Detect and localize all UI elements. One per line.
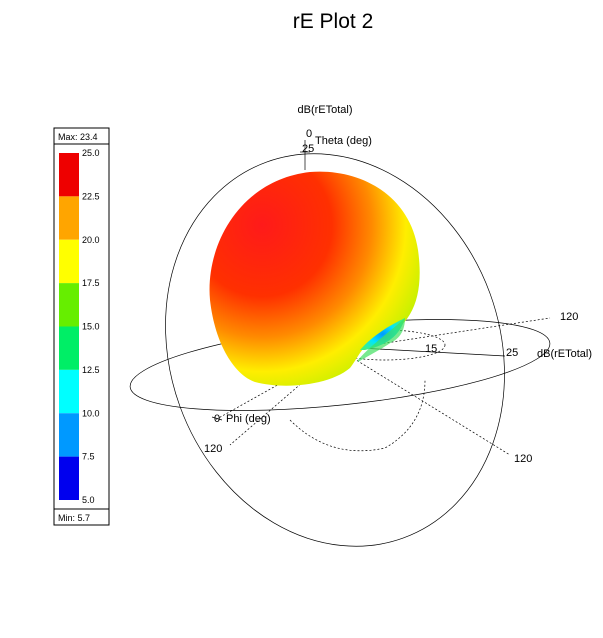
right-quantity-label: dB(rETotal) — [537, 348, 592, 360]
legend-min-label: Min: 5.7 — [58, 513, 90, 523]
axis-to-lower-right — [339, 349, 511, 456]
legend-band-0 — [59, 153, 79, 197]
legend-min-box — [53, 508, 110, 526]
legend-tick-4: 15.0 — [82, 322, 100, 332]
x-arc-tick: 120 — [560, 311, 578, 323]
legend-tick-5: 12.5 — [82, 365, 100, 375]
axis-to-right — [339, 317, 551, 351]
legend-tick-2: 20.0 — [82, 235, 100, 245]
legend-tick-7: 7.5 — [82, 452, 95, 462]
top-tick-label: 25 — [302, 143, 314, 155]
phi-tick — [211, 416, 223, 421]
legend-tick-6: 10.0 — [82, 408, 100, 418]
theta-arc-tick: 120 — [514, 453, 532, 465]
legend-band-5 — [59, 369, 79, 414]
color-legend: Max: 23.4 25.0 22.5 20.0 17.5 15.0 12.5 10.0 7.… — [53, 127, 110, 526]
legend-ticks: 25.0 22.5 20.0 17.5 15.0 12.5 10.0 7.5 5.0 — [82, 148, 100, 505]
radial-outer-tick: 25 — [506, 347, 518, 359]
radiation-pattern-surface — [209, 171, 420, 386]
legend-tick-8: 5.0 — [82, 495, 95, 505]
radial-inner-tick: 15 — [425, 343, 437, 355]
legend-tick-1: 22.5 — [82, 191, 100, 201]
legend-band-6 — [59, 413, 79, 457]
phi-axis-label: Phi (deg) — [226, 413, 271, 425]
legend-band-1 — [59, 196, 79, 240]
top-quantity-label: dB(rETotal) — [297, 104, 352, 116]
phi-arc-tick: 120 — [204, 443, 222, 455]
legend-tick-0: 25.0 — [82, 148, 100, 158]
theta-axis-label: Theta (deg) — [315, 135, 372, 147]
lower-dotted-arc — [289, 379, 426, 452]
theta-great-circle — [165, 153, 505, 547]
legend-band-7 — [59, 456, 79, 500]
legend-band-4 — [59, 326, 79, 370]
legend-max-label: Max: 23.4 — [58, 132, 98, 142]
pattern-low-region — [360, 318, 405, 350]
chart-title: rE Plot 2 — [293, 10, 374, 33]
legend-bands — [59, 153, 79, 500]
legend-tick-3: 17.5 — [82, 278, 100, 288]
legend-band-3 — [59, 283, 79, 327]
pattern-main-lobe — [209, 171, 420, 386]
legend-band-2 — [59, 239, 79, 284]
theta-zero-label: 0 — [306, 128, 312, 140]
pattern-transition-band — [358, 318, 405, 362]
x-axis-line — [359, 347, 506, 357]
phi-zero-label: 0 — [214, 413, 220, 425]
